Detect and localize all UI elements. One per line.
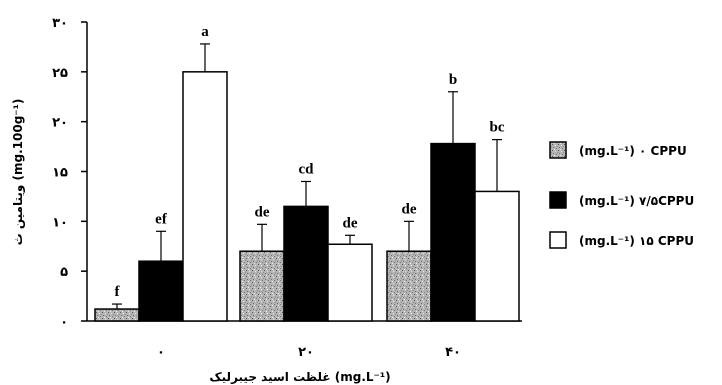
bar (182, 71, 228, 322)
plot-area: ٠ ۵ ١٠ ١۵ ٢٠ ٢۵ ٣٠ f de de ef cd b a de bc ٠ ٢٠ ۴٠ (mg.L⁻¹)… (11, 16, 522, 384)
y-tick-label: ١٠ (52, 215, 68, 230)
bar (283, 205, 329, 322)
bar-significance-label: de (343, 215, 358, 231)
legend: (mg.L⁻¹) ٠ CPPU (mg.L⁻¹) ٧/۵CPPU (mg.L⁻¹) … (549, 141, 694, 249)
bar (430, 142, 476, 322)
y-tick-label: ١۵ (52, 166, 68, 181)
x-axis-title: (mg.L⁻¹) غلظت اسید جیبرلیک (209, 370, 390, 384)
bar-significance-label: ef (155, 211, 168, 227)
y-axis-title: ویتامین ث (mg.100g⁻¹) (11, 99, 26, 246)
legend-swatch (549, 191, 567, 209)
bar-significance-label: de (402, 201, 417, 217)
y-tick-label: ٣٠ (52, 16, 68, 31)
legend-label: (mg.L⁻¹) ٧/۵CPPU (579, 194, 694, 208)
legend-label: (mg.L⁻¹) ٠ CPPU (579, 144, 687, 158)
bar (138, 260, 184, 322)
x-tick-label: ٠ (157, 345, 165, 360)
bar-significance-label: b (449, 72, 457, 88)
bar-significance-label: de (255, 204, 270, 220)
y-tick-label: ۵ (60, 265, 68, 280)
y-tick-label: ٢۵ (52, 66, 68, 81)
x-tick-label: ۴٠ (445, 345, 461, 360)
bar-significance-label: f (115, 284, 121, 300)
legend-swatch (549, 231, 567, 249)
bar (94, 308, 140, 322)
bar-significance-label: bc (490, 120, 505, 136)
bar (386, 250, 432, 322)
bar-significance-label: cd (299, 161, 315, 177)
legend-swatch (549, 141, 567, 159)
y-tick-label: ٠ (60, 315, 68, 330)
x-tick-label: ٢٠ (298, 345, 314, 360)
bar (474, 190, 520, 322)
legend-label: (mg.L⁻¹) ١۵ CPPU (579, 234, 694, 248)
y-tick-label: ٢٠ (52, 116, 68, 131)
bar (239, 250, 285, 322)
bar (327, 243, 373, 322)
bar-significance-label: a (201, 24, 209, 40)
